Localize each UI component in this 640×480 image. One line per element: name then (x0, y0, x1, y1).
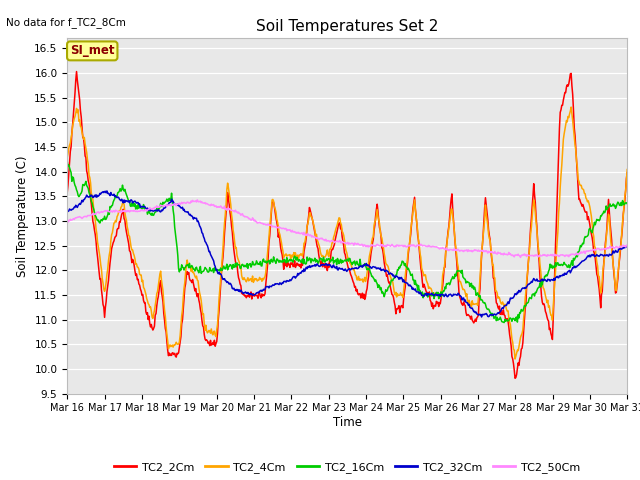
TC2_4Cm (432, 293, 440, 299)
TC2_2Cm (623, 170, 631, 176)
Title: Soil Temperatures Set 2: Soil Temperatures Set 2 (256, 20, 438, 35)
TC2_50Cm (516, 254, 524, 260)
TC2_32Cm (416, 289, 424, 295)
TC2_4Cm (63, 155, 71, 160)
Line: TC2_2Cm: TC2_2Cm (67, 72, 627, 378)
TC2_50Cm (623, 242, 631, 248)
TC2_32Cm (74, 204, 81, 210)
TC2_50Cm (218, 205, 226, 211)
TC2_50Cm (188, 199, 196, 205)
TC2_16Cm (74, 189, 81, 195)
TC2_2Cm (63, 190, 71, 196)
TC2_2Cm (511, 375, 519, 381)
TC2_32Cm (623, 243, 631, 249)
Line: TC2_32Cm: TC2_32Cm (67, 191, 627, 317)
TC2_16Cm (188, 263, 196, 268)
TC2_32Cm (63, 209, 71, 215)
TC2_4Cm (623, 167, 631, 172)
Y-axis label: Soil Temperature (C): Soil Temperature (C) (15, 155, 29, 277)
TC2_4Cm (415, 242, 423, 248)
TC2_32Cm (132, 199, 140, 205)
TC2_16Cm (131, 201, 139, 207)
TC2_16Cm (432, 293, 440, 299)
TC2_32Cm (477, 314, 485, 320)
X-axis label: Time: Time (333, 416, 362, 429)
TC2_2Cm (218, 262, 226, 267)
Text: No data for f_TC2_8Cm: No data for f_TC2_8Cm (6, 17, 126, 28)
TC2_2Cm (132, 273, 140, 278)
TC2_50Cm (193, 197, 201, 203)
TC2_50Cm (74, 215, 81, 220)
TC2_50Cm (131, 208, 139, 214)
Legend: TC2_2Cm, TC2_4Cm, TC2_16Cm, TC2_32Cm, TC2_50Cm: TC2_2Cm, TC2_4Cm, TC2_16Cm, TC2_32Cm, TC… (110, 458, 584, 478)
TC2_2Cm (433, 299, 440, 304)
TC2_16Cm (500, 320, 508, 325)
TC2_16Cm (623, 201, 631, 207)
TC2_4Cm (218, 264, 225, 270)
Line: TC2_50Cm: TC2_50Cm (67, 200, 627, 257)
TC2_4Cm (74, 110, 81, 116)
TC2_32Cm (103, 188, 111, 194)
TC2_2Cm (189, 276, 196, 282)
Line: TC2_16Cm: TC2_16Cm (67, 161, 627, 323)
TC2_32Cm (218, 275, 226, 281)
TC2_16Cm (63, 158, 71, 164)
TC2_4Cm (188, 264, 196, 270)
Line: TC2_4Cm: TC2_4Cm (67, 107, 627, 359)
TC2_50Cm (433, 244, 440, 250)
Text: SI_met: SI_met (70, 44, 115, 58)
TC2_2Cm (73, 69, 81, 74)
TC2_32Cm (189, 214, 196, 220)
TC2_4Cm (511, 356, 519, 362)
TC2_50Cm (416, 242, 424, 248)
TC2_4Cm (131, 256, 139, 262)
TC2_16Cm (415, 288, 423, 294)
TC2_50Cm (63, 218, 71, 224)
TC2_2Cm (416, 256, 424, 262)
TC2_4Cm (567, 104, 575, 110)
TC2_32Cm (433, 292, 440, 298)
TC2_16Cm (218, 267, 225, 273)
TC2_2Cm (74, 84, 82, 90)
